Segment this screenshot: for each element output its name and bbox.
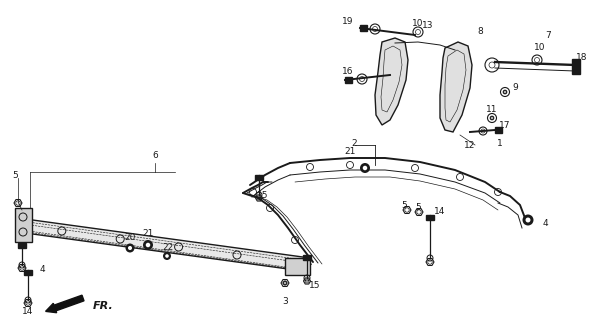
Text: 7: 7: [545, 30, 551, 39]
Text: 6: 6: [152, 150, 158, 159]
Circle shape: [146, 243, 150, 247]
Text: FR.: FR.: [93, 301, 114, 311]
Polygon shape: [255, 175, 263, 180]
Circle shape: [525, 218, 531, 222]
FancyArrow shape: [45, 295, 84, 313]
Text: 20: 20: [124, 234, 136, 243]
Text: 3: 3: [282, 298, 288, 307]
Polygon shape: [440, 42, 472, 132]
Circle shape: [163, 252, 171, 260]
Circle shape: [490, 116, 494, 120]
Text: 2: 2: [351, 139, 357, 148]
Circle shape: [284, 282, 286, 284]
Text: 4: 4: [39, 266, 45, 275]
Text: 22: 22: [162, 244, 174, 252]
Polygon shape: [345, 77, 352, 83]
Circle shape: [125, 244, 134, 252]
Text: 10: 10: [534, 43, 546, 52]
Polygon shape: [360, 25, 367, 31]
Polygon shape: [24, 270, 32, 275]
Circle shape: [128, 246, 132, 250]
Text: 14: 14: [434, 207, 446, 217]
Circle shape: [363, 166, 367, 170]
Circle shape: [360, 163, 370, 173]
Text: 15: 15: [257, 190, 269, 199]
Circle shape: [283, 281, 287, 285]
Polygon shape: [285, 258, 310, 275]
Circle shape: [165, 254, 169, 258]
Polygon shape: [18, 218, 310, 272]
Text: 8: 8: [477, 28, 483, 36]
Circle shape: [503, 90, 507, 94]
Text: 21: 21: [344, 148, 356, 156]
Polygon shape: [18, 243, 26, 248]
Polygon shape: [572, 59, 580, 74]
Text: 5: 5: [401, 201, 407, 210]
Polygon shape: [426, 215, 434, 220]
Circle shape: [143, 240, 153, 250]
Text: 4: 4: [542, 219, 548, 228]
Text: 9: 9: [512, 83, 518, 92]
Circle shape: [504, 91, 506, 93]
Text: 13: 13: [422, 20, 434, 29]
Text: 10: 10: [413, 19, 424, 28]
Text: 17: 17: [499, 121, 511, 130]
Circle shape: [522, 214, 534, 226]
Polygon shape: [15, 208, 32, 242]
Text: 15: 15: [309, 282, 321, 291]
Polygon shape: [495, 127, 502, 133]
Text: 21: 21: [142, 229, 153, 238]
Polygon shape: [375, 38, 408, 125]
Text: 19: 19: [342, 18, 354, 27]
Text: 5: 5: [415, 203, 421, 212]
Text: 14: 14: [22, 308, 33, 316]
Text: 1: 1: [497, 139, 503, 148]
Circle shape: [491, 117, 493, 119]
Text: 11: 11: [486, 106, 498, 115]
Text: 18: 18: [576, 53, 588, 62]
Polygon shape: [303, 255, 311, 260]
Text: 16: 16: [342, 68, 354, 76]
Text: 12: 12: [464, 140, 476, 149]
Text: 5: 5: [12, 171, 18, 180]
